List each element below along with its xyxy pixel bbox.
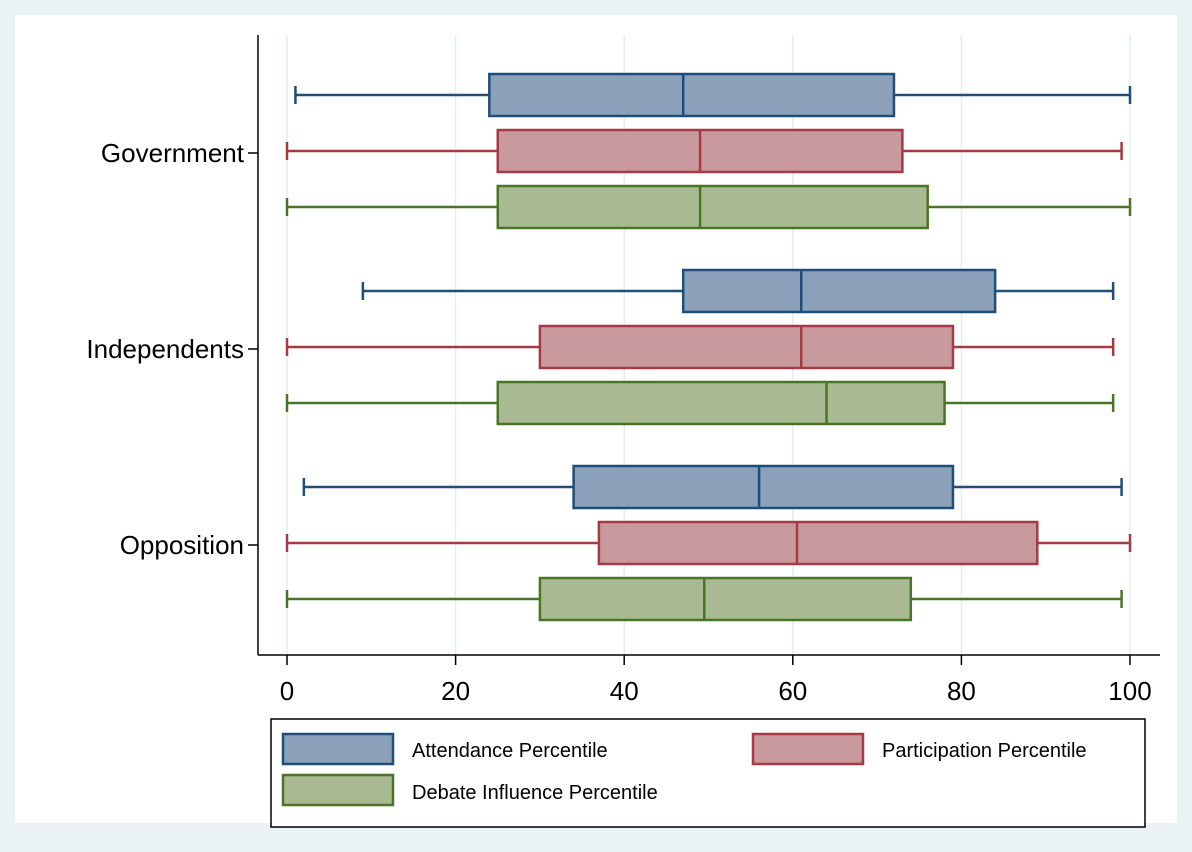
legend-label: Participation Percentile (882, 740, 1087, 762)
x-tick-label: 60 (778, 676, 807, 706)
box-iqr (681, 268, 997, 314)
box-iqr (597, 520, 1039, 566)
box-group (361, 268, 1115, 314)
box-group (285, 184, 1132, 230)
legend-label: Attendance Percentile (412, 740, 608, 762)
legend-box (270, 718, 1146, 828)
box-group (285, 128, 1123, 174)
box-group (285, 520, 1132, 566)
y-tick-label: Independents (86, 334, 244, 364)
box-iqr (496, 184, 929, 230)
y-tick-label: Opposition (120, 530, 244, 560)
x-tick-label: 80 (947, 676, 976, 706)
box-group (285, 576, 1123, 622)
legend-label: Debate Influence Percentile (412, 782, 658, 804)
box-group (285, 324, 1115, 370)
x-tick-label: 40 (610, 676, 639, 706)
box-group (302, 464, 1123, 510)
box-iqr (496, 380, 946, 426)
legend-swatch (751, 732, 865, 766)
y-tick-label: Government (101, 138, 245, 168)
legend: Attendance Percentile Participation Perce… (270, 718, 1146, 828)
boxes-layer (285, 72, 1132, 622)
box-iqr (572, 464, 955, 510)
box-iqr (488, 72, 896, 118)
x-tick-label: 100 (1108, 676, 1151, 706)
box-iqr (538, 324, 955, 370)
box-group (285, 380, 1115, 426)
box-group (294, 72, 1132, 118)
axes: 0 20 40 60 80 100 Government Independents Opposi… (86, 35, 1160, 706)
box-iqr (538, 576, 913, 622)
legend-swatch (281, 773, 395, 807)
x-tick-label: 20 (441, 676, 470, 706)
legend-swatch (281, 732, 395, 766)
x-tick-label: 0 (280, 676, 294, 706)
